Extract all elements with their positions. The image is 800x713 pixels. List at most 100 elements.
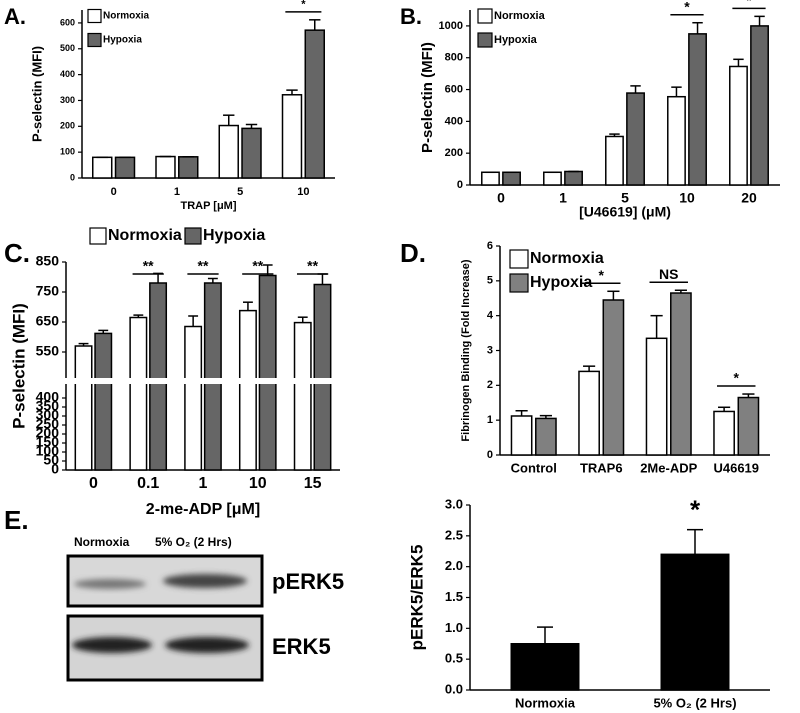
y-tick-label: 600 [445,83,463,95]
y-tick-label: 250 [36,416,60,432]
x-tick-label: 1 [174,186,180,198]
significance-label: * [690,495,701,525]
significance-label: * [599,267,605,283]
y-tick-label: 400 [445,115,463,127]
bar [578,370,600,456]
blot-column-label: 5% O₂ (2 Hrs) [155,535,232,549]
significance-label: ** [307,258,318,274]
y-tick-label: 1.0 [445,620,463,635]
bar [155,155,176,179]
x-tick-label: TRAP6 [580,460,623,475]
bar [313,283,332,471]
bar [149,282,168,471]
x-tick-label: U46619 [713,460,759,475]
x-tick-label: 10 [297,186,309,198]
bar [129,316,148,471]
x-axis-label: 2-me-ADP [μM] [146,501,260,518]
y-tick-label: 0 [51,461,59,477]
blot-column-label: Normoxia [74,535,130,549]
legend-swatch [509,273,529,293]
bar [293,321,312,471]
x-tick-label: 10 [679,190,695,206]
y-tick-label: 150 [36,434,60,450]
bar [602,299,625,456]
blot-band [74,579,146,589]
x-tick-label: 15 [304,475,322,492]
y-tick-label: 400 [60,69,75,79]
y-tick-label: 400 [36,389,60,405]
y-tick-label: 200 [36,425,60,441]
y-tick-label: 850 [36,253,60,269]
y-tick-label: 550 [36,343,60,359]
y-tick-label: 3.0 [445,496,463,511]
legend-label: Normoxia [108,227,182,244]
panel-label: A. [4,4,26,29]
x-tick-label: 5% O₂ (2 Hrs) [653,695,736,710]
blot-band [163,574,247,588]
bar [605,135,624,186]
bar [713,410,735,456]
y-tick-label: 300 [36,407,60,423]
y-tick-label: 350 [36,398,60,414]
y-tick-label: 0.5 [445,651,463,666]
bar [750,25,769,186]
legend-label: Hypoxia [103,35,142,46]
panel-label: B. [400,4,422,29]
bar [543,171,562,186]
legend-swatch [509,249,529,269]
y-tick-label: 300 [60,95,75,105]
x-tick-label: 1 [199,475,208,492]
y-tick-label: 0 [70,172,75,182]
y-tick-label: 0 [457,179,463,191]
y-tick-label: 650 [36,313,60,329]
y-tick-label: 500 [60,43,75,53]
bar [737,396,760,456]
panel-label: C. [4,238,30,268]
x-tick-label: 5 [621,190,629,206]
bar [203,282,222,471]
x-tick-label: 2Me-ADP [640,460,697,475]
x-tick-label: 5 [237,186,243,198]
bar [535,417,557,456]
significance-label: * [684,0,690,14]
y-tick-label: 6 [487,240,493,252]
y-tick-label: 200 [60,121,75,131]
legend-label: Normoxia [103,11,150,22]
y-tick-label: 5 [487,275,493,287]
bar [626,92,645,186]
bar [238,309,257,471]
y-tick-label: 1.5 [445,589,463,604]
y-tick-label: 200 [445,147,463,159]
legend-swatch [477,32,493,48]
x-axis-label: [U46619] (μM) [579,204,671,220]
bar [564,170,583,186]
bar [241,127,262,179]
x-tick-label: 1 [559,190,567,206]
y-axis-label: P-selectin (MFI) [419,42,436,153]
bar [670,292,692,456]
bar [481,171,500,186]
legend-label: Hypoxia [203,227,265,244]
significance-label: * [734,370,740,386]
y-tick-label: 50 [43,452,59,468]
x-tick-label: 0 [111,186,117,198]
y-tick-label: 100 [36,443,60,459]
legend-label: Hypoxia [494,34,538,46]
bar [729,65,748,186]
legend-swatch [184,227,202,245]
chart-panel: D. 0 1 2 3 4 5 6 Fibrinogen Binding (Fold Increa… [400,238,770,475]
x-tick-label: 0.1 [137,475,159,492]
bar [178,156,199,179]
x-tick-label: 10 [249,475,267,492]
y-axis-label: P-selectin (MFI) [9,303,28,429]
chart-panel: C.050100150200250300350400550650750850P-… [4,227,342,518]
chart-panel: E. 0.0 0.5 1.0 1.5 2.0 2.5 3.0 pERK5/ERK5 Normoxi… [4,495,770,710]
y-tick-label: 2 [487,379,493,391]
bar [688,33,707,186]
bar [114,156,136,179]
y-tick-label: 4 [487,310,494,322]
panel-label: D. [400,238,426,268]
panel-label: E. [4,505,29,535]
x-tick-label: 0 [89,475,98,492]
